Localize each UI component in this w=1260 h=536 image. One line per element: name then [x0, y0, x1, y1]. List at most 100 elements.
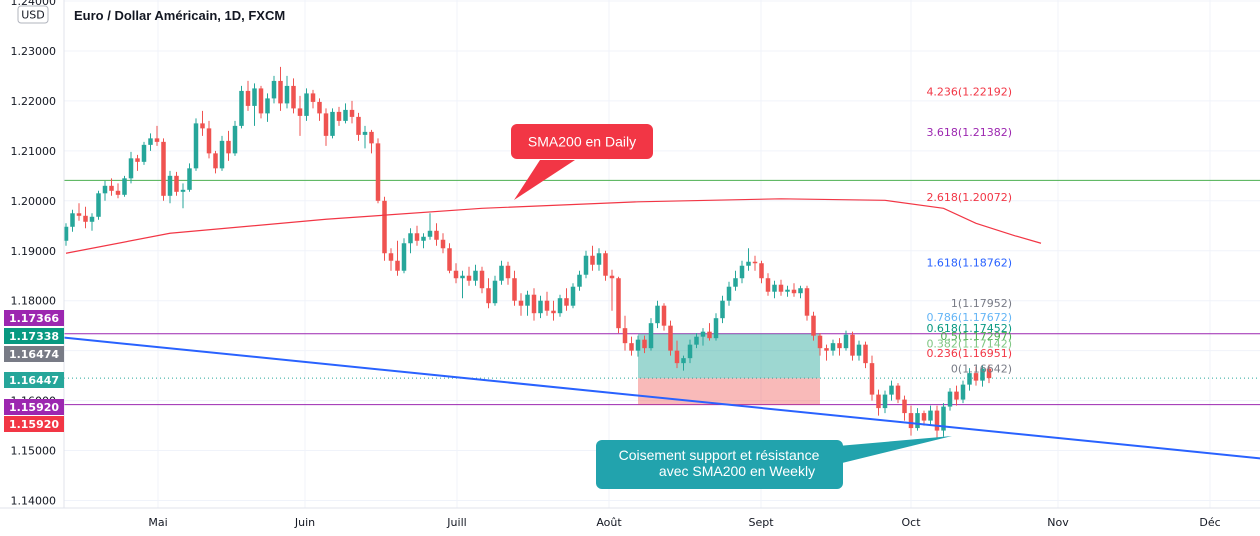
candle-body [499, 265, 504, 281]
fib-label: 1.618(1.18762) [926, 257, 1012, 270]
candle [375, 138, 381, 204]
candle [986, 364, 992, 384]
candle [421, 233, 426, 249]
candle-body [343, 109, 348, 121]
price-tick-label: 1.15000 [11, 445, 57, 458]
candle [135, 154, 140, 171]
candle-body [557, 298, 563, 314]
chart-header: USD Euro / Dollar Américain, 1D, FXCM [17, 5, 285, 24]
candle [525, 290, 530, 316]
candle-body [284, 85, 290, 104]
candle-body [869, 363, 875, 395]
time-tick-label: Mai [148, 516, 167, 529]
candle-body [291, 85, 296, 109]
overlays [59, 198, 1260, 460]
currency-badge[interactable] [17, 5, 49, 24]
candle [921, 410, 927, 426]
candle [180, 183, 186, 209]
candle [401, 238, 407, 274]
candle [356, 112, 361, 141]
candle [310, 89, 316, 109]
candle-body [466, 275, 472, 281]
candle [200, 110, 205, 136]
callout-pointer [838, 436, 952, 464]
candle [817, 333, 823, 356]
candle-body [447, 248, 452, 271]
candle-body [921, 413, 927, 421]
candle-body [778, 284, 784, 292]
candle-body [239, 90, 244, 126]
candle [141, 141, 147, 165]
candle-body [434, 230, 439, 240]
candle-body [863, 344, 868, 364]
candle [889, 380, 894, 401]
candle-body [109, 185, 114, 191]
candle [661, 303, 667, 331]
time-tick-label: Oct [901, 516, 921, 529]
candle-body [512, 278, 517, 301]
candle [219, 135, 225, 171]
price-tag-label: 1.17366 [9, 312, 59, 325]
candle [297, 95, 303, 136]
candle [544, 291, 550, 316]
candle-body [726, 286, 732, 301]
time-tick-label: Juill [446, 516, 466, 529]
candle-body [713, 318, 719, 339]
candle [902, 395, 907, 421]
candle-body [492, 280, 498, 304]
candle-body [336, 111, 342, 121]
candle-body [759, 263, 764, 279]
price-tag: 1.17366 [4, 310, 64, 326]
candle [557, 294, 563, 317]
candle-body [772, 284, 777, 292]
candle [694, 333, 699, 349]
price-tick-label: 1.18000 [11, 295, 57, 308]
candle [876, 389, 881, 416]
candle [746, 248, 751, 271]
candle-body [830, 343, 836, 351]
candle-body [908, 413, 914, 429]
price-tag-bg [4, 346, 64, 362]
candle-body [902, 399, 907, 414]
candle [492, 275, 498, 306]
candle-body [928, 410, 933, 421]
price-tag: 1.15920 [4, 399, 64, 415]
candle-body [258, 88, 264, 114]
candle-body [453, 270, 459, 279]
candle [115, 183, 121, 199]
candle-body [278, 80, 283, 104]
candle [252, 83, 257, 126]
candle [564, 288, 569, 311]
candle-body [382, 200, 387, 254]
candle [850, 331, 855, 361]
candle [609, 269, 615, 311]
candle-body [128, 158, 134, 179]
candle [167, 170, 173, 204]
price-tag-bg [4, 416, 64, 432]
candle [941, 403, 946, 437]
candle-body [414, 233, 420, 241]
fib-label: 4.236(1.22192) [926, 85, 1012, 98]
candle [778, 279, 784, 296]
candle [291, 78, 296, 114]
candle-body [135, 158, 140, 162]
candle-body [811, 315, 816, 336]
candle-body [531, 294, 537, 314]
candle [824, 344, 829, 361]
time-axis[interactable]: Mai Juin Juill Août Sept Oct Nov Déc [0, 507, 1260, 536]
candle [648, 318, 654, 351]
price-tag: 1.17338 [4, 328, 64, 344]
candle-body [297, 108, 303, 116]
candle [499, 260, 504, 285]
price-tag-bg [4, 328, 64, 344]
candle-body [180, 189, 186, 192]
candle-body [850, 334, 855, 356]
candle [330, 108, 335, 139]
candle-body [609, 275, 615, 279]
candle [395, 240, 400, 276]
time-axis-bg [0, 508, 1260, 536]
candle-body [375, 143, 381, 201]
candle-body [323, 113, 329, 136]
candle-body [317, 101, 322, 114]
